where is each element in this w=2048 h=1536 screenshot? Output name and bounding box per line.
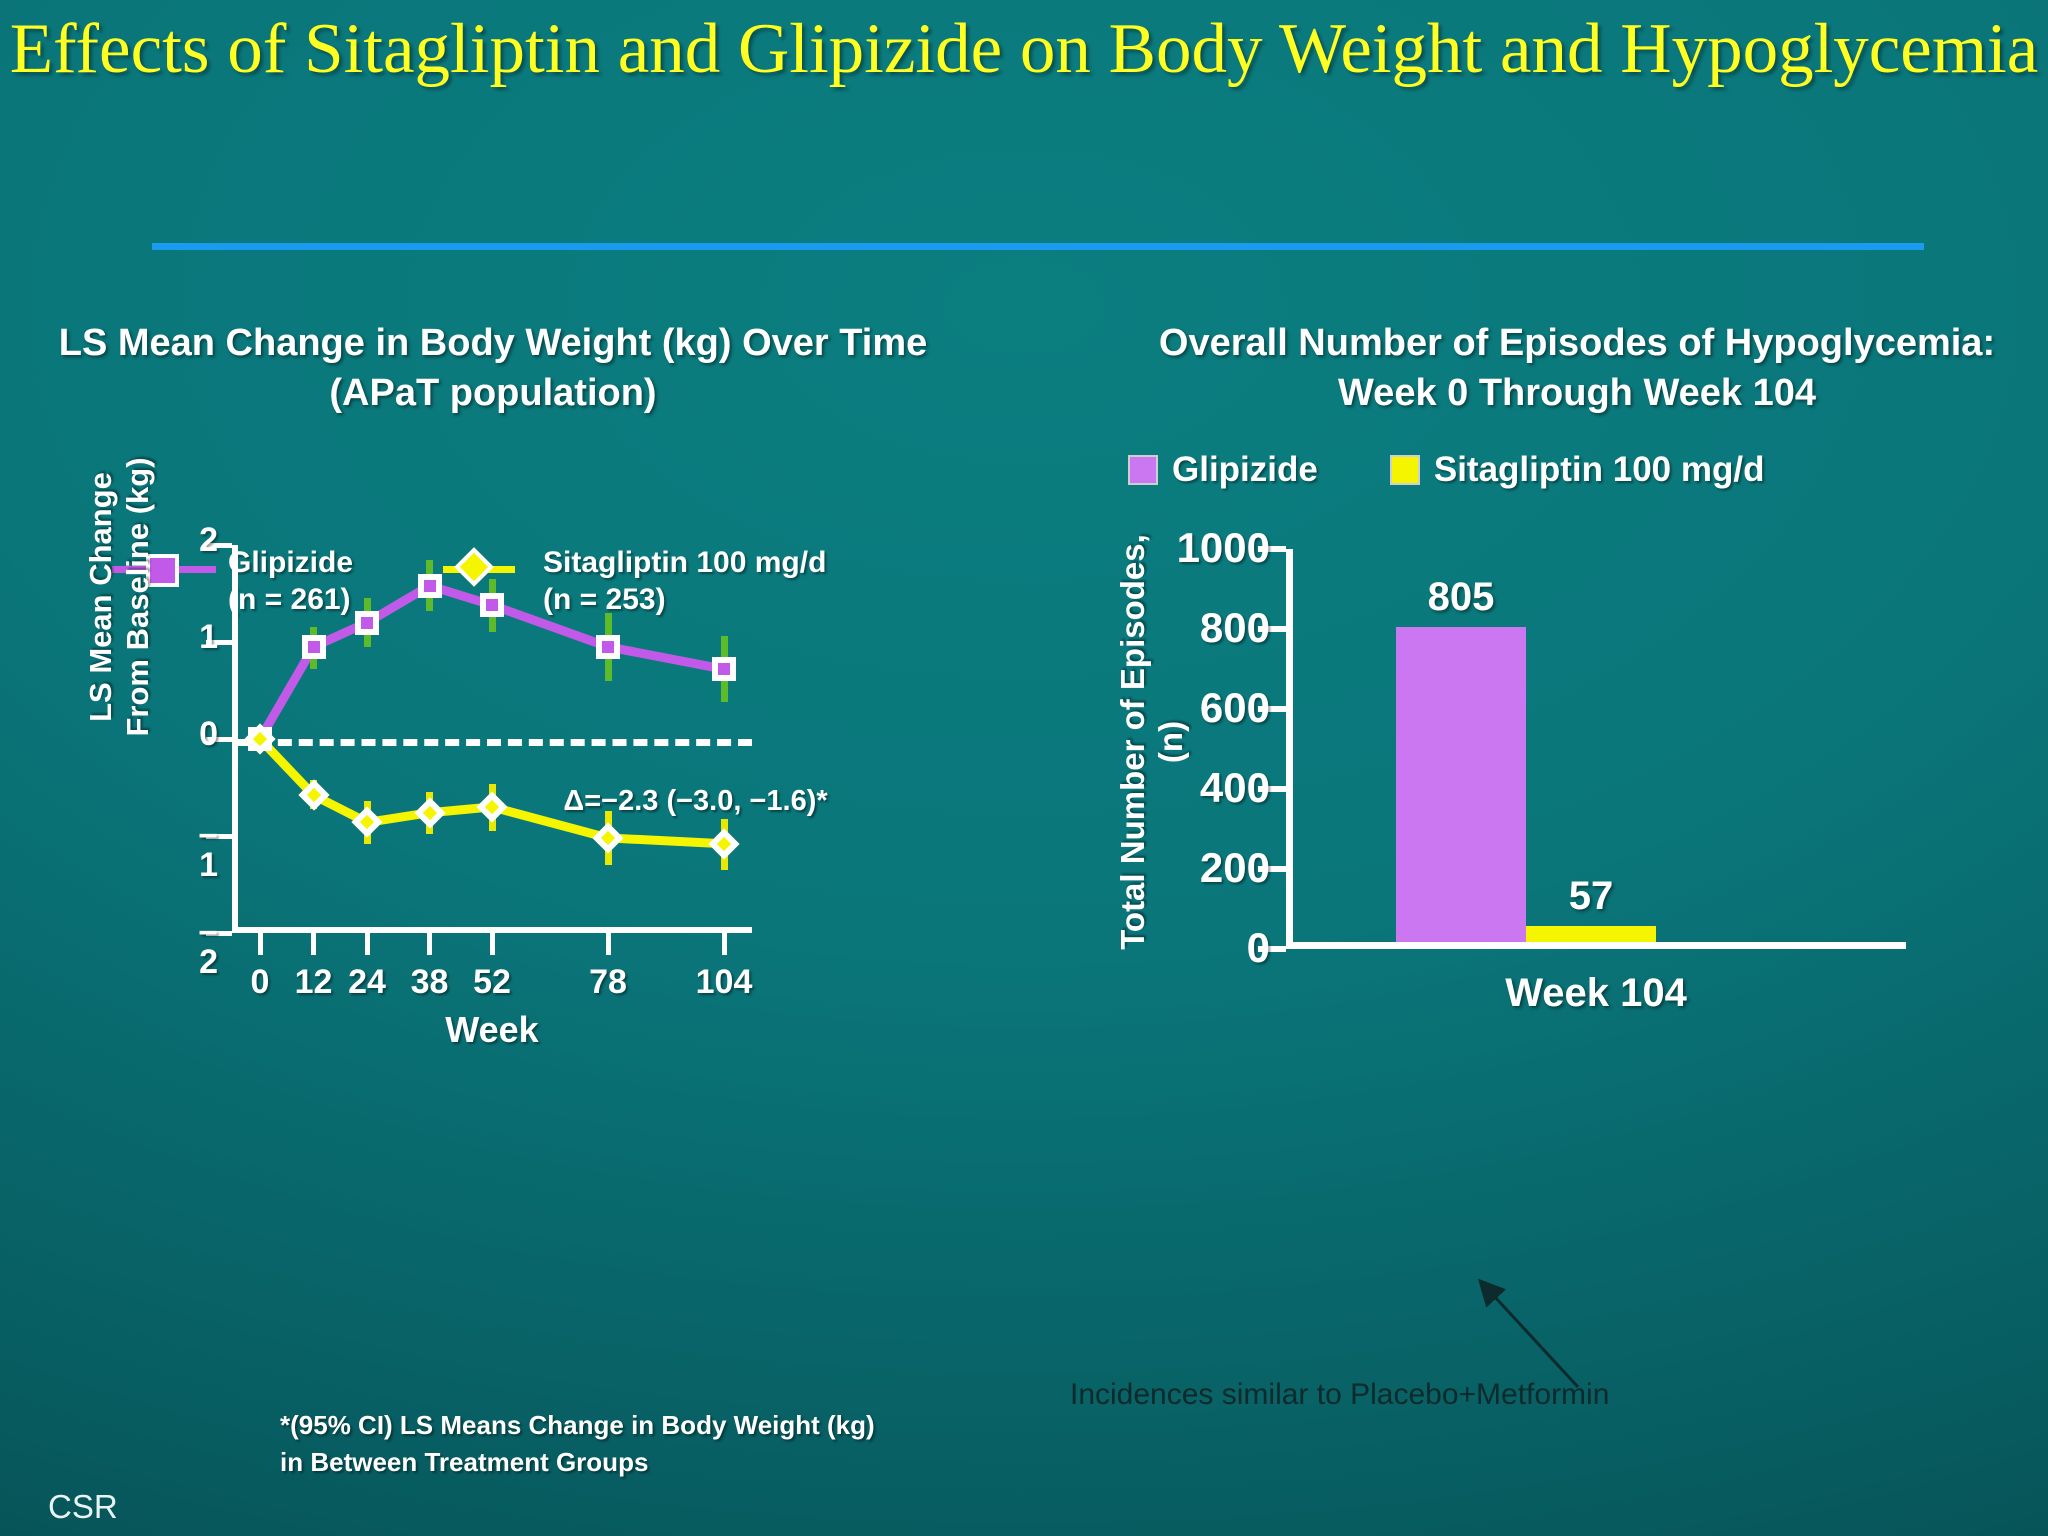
x-axis-tick-label: 12 — [294, 963, 333, 1001]
data-point-marker — [596, 634, 620, 659]
y-axis-tick — [206, 639, 232, 645]
data-point-marker — [355, 610, 380, 635]
x-axis-tick-label: 38 — [410, 963, 449, 1001]
legend-label-sitagliptin-bar: Sitagliptin 100 mg/d — [1433, 450, 1765, 489]
x-axis-tick — [257, 933, 263, 955]
y-axis-tick — [1258, 626, 1286, 632]
bar-value-label: 805 — [1427, 575, 1495, 619]
data-point-marker — [712, 657, 736, 682]
y-axis-tick-label: 2 — [199, 521, 218, 559]
legend-label-glipizide: Glipizide (n = 261) — [228, 546, 354, 616]
x-axis-tick-label: 52 — [473, 963, 511, 1001]
y-axis-tick — [206, 930, 232, 936]
x-axis-line — [1286, 942, 1906, 949]
x-axis-tick-label: 78 — [589, 963, 627, 1001]
y-axis-line — [1286, 549, 1293, 949]
y-axis-tick — [1258, 706, 1286, 712]
y-axis-tick-label: − 2 — [198, 914, 218, 981]
y-axis-tick-label: − 1 — [198, 817, 218, 884]
bar-chart-y-axis-label: Total Number of Episodes, (n) — [1114, 534, 1189, 950]
delta-annotation: Δ=−2.3 (−3.0, −1.6)* — [563, 785, 828, 818]
y-axis-tick-label: 800 — [1199, 604, 1270, 651]
left-footnote: *(95% CI) LS Means Change in Body Weight… — [280, 1410, 875, 1477]
x-axis-tick — [311, 933, 317, 955]
x-axis-tick-label: 24 — [348, 963, 386, 1001]
y-axis-tick-label: 600 — [1199, 684, 1270, 731]
y-axis-tick — [1258, 866, 1286, 872]
y-axis-tick — [1258, 786, 1286, 792]
line-chart-y-axis-label: LS Mean Change From Baseline (kg) — [83, 457, 156, 737]
title-divider — [152, 243, 1924, 250]
left-panel: LS Mean Change in Body Weight (kg) Over … — [0, 255, 1098, 1536]
y-axis-tick-label: 0 — [1246, 924, 1270, 971]
bar-chart-legend: Glipizide Sitagliptin 100 mg/d — [1128, 450, 1764, 490]
x-axis-tick — [489, 933, 495, 955]
bar[interactable] — [1396, 627, 1526, 942]
x-axis-tick — [364, 933, 370, 955]
x-axis-tick — [721, 933, 727, 955]
annotation-arrow-icon — [1477, 1278, 1580, 1389]
right-panel: Overall Number of Episodes of Hypoglycem… — [1098, 255, 2048, 1536]
bar-value-label: 57 — [1568, 874, 1614, 919]
bar[interactable] — [1526, 926, 1656, 942]
data-point-marker — [417, 573, 442, 598]
bar-chart-x-axis-label: Week 104 — [1505, 971, 1687, 1015]
y-axis-tick-label: 400 — [1199, 764, 1270, 811]
y-axis-tick — [206, 736, 232, 742]
page-title: Effects of Sitagliptin and Glipizide on … — [9, 10, 2039, 88]
glipizide-swatch-icon — [1128, 455, 1158, 485]
right-panel-heading: Overall Number of Episodes of Hypoglycem… — [1158, 322, 1996, 415]
left-panel-heading: LS Mean Change in Body Weight (kg) Over … — [58, 322, 928, 415]
y-axis-tick — [1258, 546, 1286, 552]
left-chart-legend: Glipizide (n = 261) Sitagliptin 100 mg/d… — [112, 545, 826, 618]
legend-label-glipizide-bar: Glipizide — [1172, 450, 1318, 489]
slide-footer-code: CSR — [48, 1488, 118, 1525]
data-point-marker — [480, 593, 504, 618]
y-axis-tick — [1258, 946, 1286, 952]
y-axis-tick — [206, 833, 232, 839]
legend-item-glipizide-bar[interactable]: Glipizide — [1128, 450, 1318, 490]
legend-label-sitagliptin: Sitagliptin 100 mg/d (n = 253) — [543, 546, 827, 616]
legend-item-sitagliptin-bar[interactable]: Sitagliptin 100 mg/d — [1389, 450, 1765, 490]
x-axis-tick — [605, 933, 611, 955]
bar-chart-annotation: Incidences similar to Placebo+Metformin — [1070, 1378, 1610, 1411]
sitagliptin-swatch-icon — [1389, 455, 1420, 485]
square-marker-icon — [112, 545, 216, 591]
x-axis-tick — [427, 933, 433, 955]
zero-reference-line — [236, 739, 752, 746]
line-chart-x-axis-label: Week — [445, 1009, 539, 1050]
y-axis-tick-label: 200 — [1199, 844, 1270, 891]
diamond-marker-icon — [427, 545, 531, 591]
legend-item-sitagliptin[interactable]: Sitagliptin 100 mg/d (n = 253) — [427, 545, 826, 618]
x-axis-line — [232, 927, 752, 933]
y-axis-tick-label: 1 — [199, 618, 218, 656]
y-axis-tick-label: 1000 — [1176, 524, 1270, 571]
bar-chart: Total Number of Episodes, (n) 0 200 400 600… — [1114, 523, 2018, 1263]
x-axis-tick-label: 0 — [250, 963, 270, 1001]
y-axis-line — [232, 545, 238, 933]
y-axis-tick — [206, 542, 232, 548]
line-chart-plot-area: 2 1 0 − 1 − 2 0 12 24 38 52 78 104 Δ=−2.3 (−3.0, −1.… — [198, 523, 828, 1001]
data-point-marker — [301, 634, 326, 659]
x-axis-tick-label: 104 — [695, 963, 753, 1001]
panels-container: LS Mean Change in Body Weight (kg) Over … — [0, 255, 2048, 1536]
y-axis-tick-label: 0 — [199, 715, 218, 753]
legend-item-glipizide[interactable]: Glipizide (n = 261) — [112, 545, 353, 618]
line-chart: LS Mean Change From Baseline (kg) 2 1 0 − 1… — [83, 457, 848, 1245]
bar-chart-plot-area: 0 200 400 600 800 1000 805 57 — [1177, 524, 1906, 971]
